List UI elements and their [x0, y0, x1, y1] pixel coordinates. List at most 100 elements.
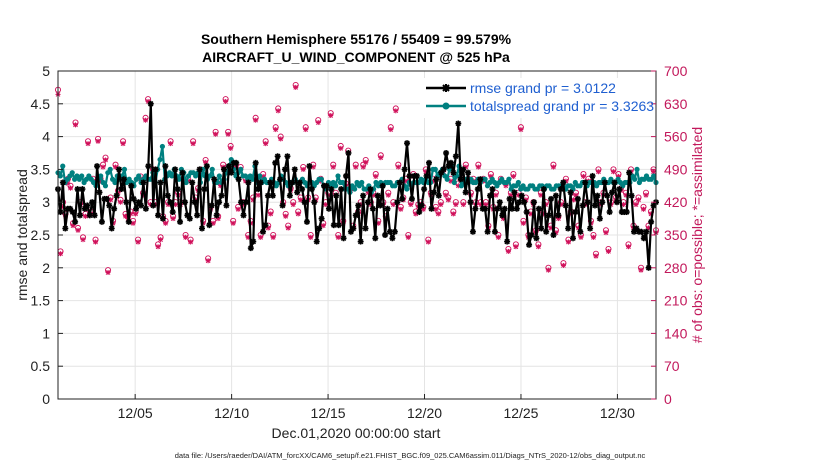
obs-assimilated-point	[580, 173, 586, 179]
obs-assimilated-point	[398, 206, 404, 212]
obs-assimilated-point	[228, 145, 234, 151]
y-tick-label: 4	[42, 129, 50, 145]
y-tick-label-right: 140	[664, 325, 688, 341]
rmse-point	[125, 218, 132, 225]
rmse-point	[465, 169, 472, 176]
obs-assimilated-point	[408, 202, 414, 208]
spread-point	[112, 179, 118, 186]
obs-assimilated-point	[213, 131, 219, 137]
rmse-point	[352, 212, 359, 219]
obs-assimilated-point	[95, 138, 101, 144]
obs-assimilated-point	[513, 244, 519, 250]
rmse-point	[199, 225, 206, 232]
rmse-point	[511, 189, 518, 196]
spread-point	[482, 176, 488, 182]
rmse-point	[472, 205, 479, 212]
rmse-point	[79, 186, 86, 193]
spread-point	[352, 186, 358, 192]
obs-assimilated-point	[85, 141, 91, 147]
rmse-point	[604, 192, 611, 199]
rmse-point	[469, 228, 476, 235]
rmse-point	[499, 212, 506, 219]
legend-spread-marker	[442, 102, 450, 110]
rmse-point	[196, 166, 203, 173]
rmse-point	[399, 195, 406, 202]
obs-assimilated-point	[168, 141, 174, 147]
rmse-point	[587, 225, 594, 232]
rmse-point	[552, 192, 559, 199]
rmse-point	[494, 205, 501, 212]
rmse-point	[206, 222, 213, 229]
y-tick-label: 4.5	[31, 96, 51, 112]
spread-point	[183, 179, 189, 186]
rmse-point	[106, 202, 113, 209]
rmse-point	[228, 169, 235, 176]
chart-title: Southern Hemisphere 55176 / 55409 = 99.5…	[201, 31, 512, 47]
rmse-point	[609, 189, 616, 196]
rmse-point	[203, 163, 210, 170]
spread-point	[121, 166, 128, 172]
obs-assimilated-point	[303, 127, 309, 133]
rmse-point	[69, 209, 76, 216]
y-tick-label-right: 70	[664, 358, 680, 374]
rmse-point	[162, 163, 169, 170]
rmse-point	[450, 169, 457, 176]
rmse-point	[538, 225, 545, 232]
x-tick-label: 12/25	[503, 405, 538, 421]
rmse-point	[404, 140, 411, 147]
obs-assimilated-point	[505, 248, 511, 254]
rmse-point	[89, 199, 96, 206]
line-series	[55, 100, 659, 271]
obs-assimilated-point	[338, 145, 344, 151]
spread-point	[216, 173, 222, 179]
rmse-point	[374, 192, 381, 199]
rmse-point	[308, 186, 315, 193]
rmse-point	[430, 189, 437, 196]
y-tick-label-right: 350	[664, 227, 688, 243]
rmse-point	[118, 186, 125, 193]
rmse-point	[262, 222, 269, 229]
rmse-point	[179, 169, 186, 176]
y-axis-right: 0 70 140 210 280 350 420 490 560 630 700	[651, 63, 688, 407]
rmse-point	[94, 163, 101, 170]
rmse-point	[355, 202, 362, 209]
obs-assimilated-point	[385, 192, 391, 198]
legend-spread-label: totalspread grand pr = 3.3263	[470, 98, 654, 114]
obs-assimilated-point	[640, 206, 646, 212]
spread-point	[60, 163, 66, 169]
rmse-point	[540, 186, 547, 193]
obs-assimilated-point	[395, 164, 401, 170]
rmse-point	[557, 186, 564, 193]
rmse-point	[294, 189, 301, 196]
rmse-point	[225, 163, 232, 170]
rmse-point	[335, 222, 342, 229]
obs-assimilated-point	[445, 197, 451, 203]
rmse-point	[570, 235, 577, 242]
x-tick-label: 12/10	[214, 405, 249, 421]
rmse-point	[452, 153, 459, 160]
rmse-point	[582, 179, 589, 186]
obs-assimilated-point	[335, 234, 341, 240]
rmse-point	[408, 195, 415, 202]
rmse-point	[623, 209, 630, 216]
obs-assimilated-point	[58, 251, 64, 257]
rmse-point	[328, 186, 335, 193]
obs-assimilated-point	[475, 164, 481, 170]
obs-assimilated-point	[493, 192, 499, 198]
rmse-point	[611, 179, 618, 186]
obs-assimilated-point	[545, 267, 551, 273]
obs-assimilated-point	[300, 166, 306, 172]
obs-assimilated-point	[133, 211, 139, 217]
rmse-point	[504, 238, 511, 245]
rmse-point	[174, 186, 181, 193]
obs-assimilated-point	[263, 141, 269, 147]
obs-assimilated-point	[143, 117, 149, 123]
rmse-point	[640, 235, 647, 242]
rmse-point	[296, 179, 303, 186]
rmse-point	[489, 186, 496, 193]
rmse-point	[645, 264, 652, 271]
obs-assimilated-point	[113, 164, 119, 170]
obs-assimilated-point	[293, 84, 299, 90]
rmse-point	[394, 199, 401, 206]
rmse-point	[501, 205, 508, 212]
